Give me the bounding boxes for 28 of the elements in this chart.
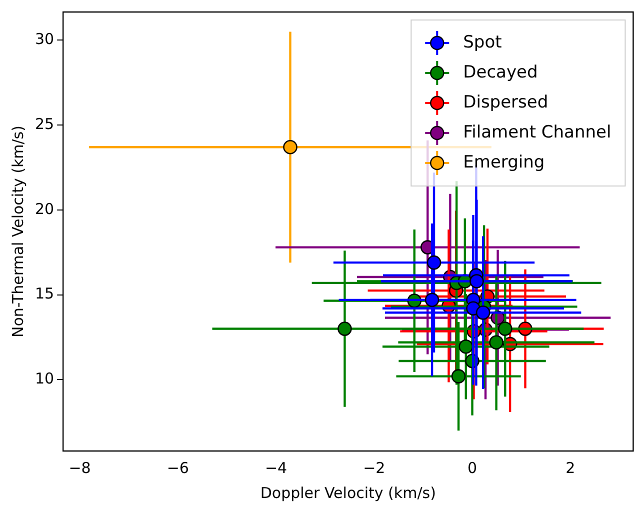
- y-tick-label: 25: [34, 114, 54, 133]
- point: [424, 292, 440, 308]
- point: [426, 255, 442, 270]
- point: [283, 140, 298, 154]
- point: [338, 322, 352, 336]
- x-tick-label: −2: [363, 458, 386, 477]
- point: [458, 339, 474, 354]
- point: [476, 305, 490, 320]
- legend-label: Spot: [463, 32, 502, 52]
- legend-label: Filament Channel: [463, 122, 612, 142]
- legend-label: Dispersed: [463, 92, 548, 112]
- x-tick-label: −4: [264, 458, 288, 477]
- x-tick-label: −8: [68, 458, 91, 477]
- x-axis-title: Doppler Velocity (km/s): [260, 484, 436, 502]
- y-tick-label: 20: [34, 200, 54, 218]
- y-tick-label: 30: [34, 30, 54, 48]
- point: [470, 274, 484, 288]
- legend-label: Emerging: [463, 152, 545, 172]
- point: [451, 369, 466, 384]
- y-tick-label: 10: [34, 370, 54, 388]
- y-axis-title: Non-Thermal Velocity (km/s): [8, 126, 27, 338]
- y-tick-label: 15: [34, 284, 54, 303]
- point: [489, 335, 504, 350]
- legend-label: Decayed: [463, 62, 538, 82]
- x-tick-label: 2: [566, 458, 576, 477]
- x-tick-label: −6: [166, 458, 189, 477]
- point: [498, 322, 512, 336]
- x-tick-label: 0: [468, 458, 478, 477]
